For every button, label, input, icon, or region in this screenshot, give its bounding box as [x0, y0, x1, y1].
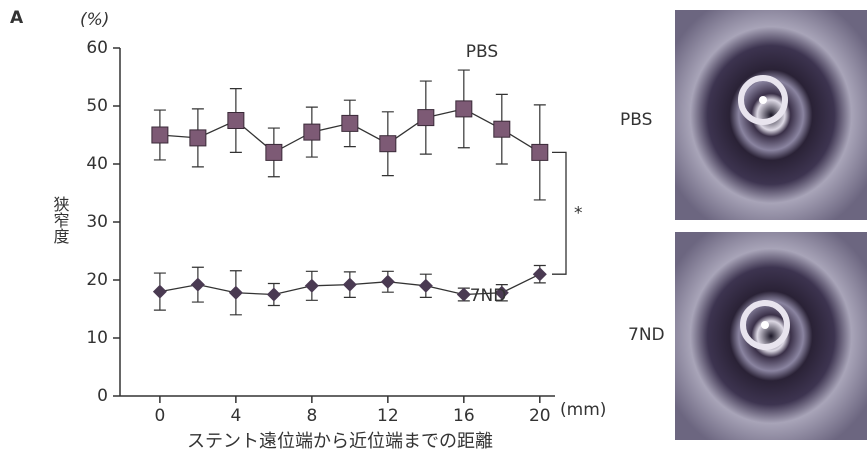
marker — [305, 279, 319, 293]
marker — [533, 267, 547, 281]
y-tick-label: 20 — [86, 270, 108, 290]
y-tick-label: 40 — [86, 154, 108, 174]
marker — [494, 121, 510, 137]
marker — [190, 130, 206, 146]
x-tick-label: 20 — [529, 406, 551, 426]
x-tick-label: 0 — [154, 406, 165, 426]
figure: PBS 7ND A (%) (mm) 狭窄度 ステント遠位端から近位端までの距離… — [0, 0, 867, 461]
marker — [229, 286, 243, 300]
marker — [152, 127, 168, 143]
marker — [532, 144, 548, 160]
marker — [419, 279, 433, 293]
marker — [380, 136, 396, 152]
ultrasound-image — [675, 232, 867, 440]
series-label: PBS — [466, 42, 498, 62]
marker — [381, 275, 395, 289]
image-label: PBS — [620, 110, 652, 130]
x-tick-label: 4 — [230, 406, 241, 426]
ultrasound-image — [675, 10, 867, 220]
y-tick-label: 60 — [86, 38, 108, 58]
x-tick-label: 12 — [377, 406, 399, 426]
marker — [304, 124, 320, 140]
y-tick-label: 0 — [97, 386, 108, 406]
panel-label: A — [10, 8, 24, 28]
x-tick-label: 16 — [453, 406, 475, 426]
y-tick-label: 10 — [86, 328, 108, 348]
marker — [153, 285, 167, 299]
marker — [456, 101, 472, 117]
y-axis-label: 狭窄度 — [51, 196, 70, 244]
x-unit: (mm) — [560, 400, 606, 420]
series-label: 7ND — [470, 286, 507, 306]
marker — [343, 278, 357, 292]
significance-mark: * — [574, 203, 583, 223]
y-tick-label: 50 — [86, 96, 108, 116]
bracket — [552, 152, 566, 274]
marker — [267, 288, 281, 302]
marker — [266, 144, 282, 160]
x-tick-label: 8 — [306, 406, 317, 426]
marker — [191, 278, 205, 292]
marker — [418, 110, 434, 126]
y-unit: (%) — [80, 10, 109, 30]
marker — [228, 113, 244, 129]
marker — [342, 115, 358, 131]
image-label: 7ND — [628, 325, 665, 345]
y-tick-label: 30 — [86, 212, 108, 232]
x-axis-label: ステント遠位端から近位端までの距離 — [187, 431, 493, 452]
